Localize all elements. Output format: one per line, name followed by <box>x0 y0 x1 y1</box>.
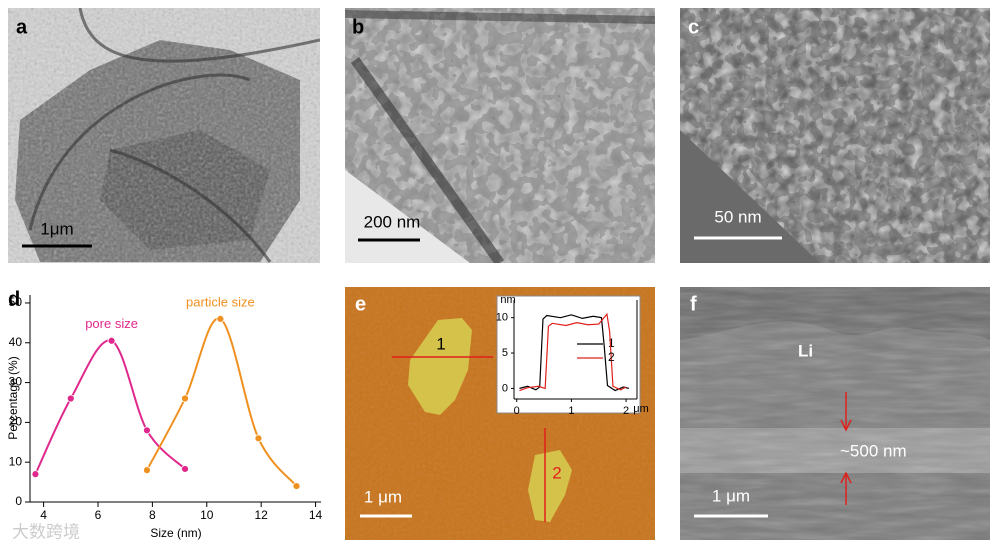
scale-bar-label: 200 nm <box>364 212 421 231</box>
panel-label: a <box>16 16 28 38</box>
series-line <box>34 339 186 475</box>
x-tick-label: 8 <box>149 508 156 522</box>
x-tick-label: 2 <box>623 405 629 417</box>
x-tick-label: 6 <box>95 508 102 522</box>
x-tick-label: 4 <box>40 508 47 522</box>
x-tick-label: 12 <box>254 508 268 522</box>
x-tick-label: 1 <box>568 405 574 417</box>
point <box>292 482 301 490</box>
tem-image-a <box>8 8 320 263</box>
y-axis-label: nm <box>500 294 515 306</box>
inset-box <box>496 295 641 414</box>
point <box>143 426 151 435</box>
point <box>181 465 189 473</box>
x-tick-label: 10 <box>200 508 214 522</box>
series-annotation: particle size <box>186 294 255 309</box>
point <box>254 434 263 443</box>
y-tick-label: 50 <box>9 295 23 309</box>
scale-bar-label: 50 nm <box>714 207 761 226</box>
line-label: 1 <box>436 334 445 353</box>
point <box>107 336 116 345</box>
point <box>31 470 40 479</box>
series-line <box>146 317 298 487</box>
panel-label: d <box>8 288 20 310</box>
point <box>66 394 75 403</box>
y-tick-label: 40 <box>9 335 23 349</box>
series-line <box>519 314 629 392</box>
point <box>143 466 151 475</box>
y-axis-label: Percentage (%) <box>6 356 20 439</box>
tem-image-b <box>345 8 655 263</box>
point <box>216 314 225 323</box>
line-label: 2 <box>552 463 561 482</box>
annotation: Li <box>798 341 813 360</box>
scale-bar-label: 1μm <box>40 219 73 238</box>
y-tick-label: 5 <box>502 347 508 359</box>
x-tick-label: 0 <box>514 405 520 417</box>
panel-label: f <box>690 293 697 315</box>
x-axis-label: μm <box>633 403 649 415</box>
series-annotation: pore size <box>85 316 138 331</box>
y-tick-label: 10 <box>9 454 23 468</box>
scale-bar-label: 1 μm <box>712 486 750 505</box>
watermark: 大数跨境 <box>12 522 80 541</box>
y-tick-label: 0 <box>502 382 508 394</box>
y-tick-label: 0 <box>15 494 22 508</box>
y-tick-label: 10 <box>496 312 508 324</box>
y-tick-label: 30 <box>9 375 23 389</box>
x-axis-label: Size (nm) <box>150 526 201 540</box>
x-tick-label: 14 <box>309 508 323 522</box>
sem-image-f <box>680 287 990 540</box>
scale-bar-label: 1 μm <box>364 487 402 506</box>
panel-label: b <box>352 16 364 38</box>
series-line <box>519 312 627 392</box>
point <box>181 394 189 403</box>
sem-image-c <box>680 8 990 263</box>
annotation: ~500 nm <box>840 441 907 460</box>
y-tick-label: 20 <box>9 415 23 429</box>
legend-label: 1 <box>608 336 615 350</box>
panel-label: c <box>688 16 699 38</box>
panel-label: e <box>355 293 366 315</box>
legend-label: 2 <box>608 350 615 364</box>
